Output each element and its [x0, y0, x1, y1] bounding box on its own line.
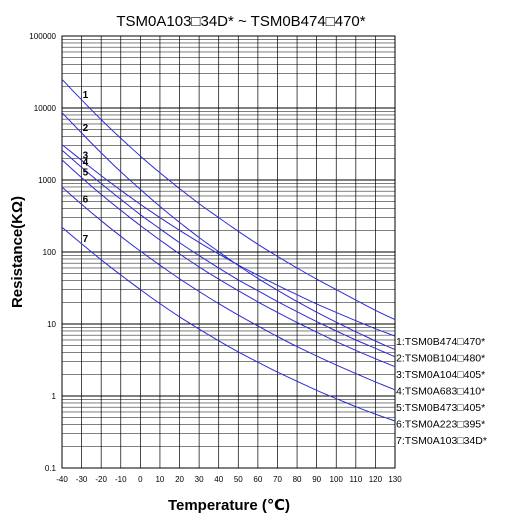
- legend-entry-3: 3:TSM0A104□405*: [396, 369, 485, 381]
- y-tick-label: 100: [43, 248, 57, 257]
- y-axis-label: Resistance(KΩ): [9, 196, 26, 308]
- x-tick-label: 110: [349, 475, 362, 484]
- y-tick-label: 0.1: [45, 464, 57, 473]
- x-tick-label: 60: [253, 475, 262, 484]
- x-tick-label: 10: [155, 475, 164, 484]
- x-tick-label: -10: [115, 475, 127, 484]
- series-5-line: [61, 159, 396, 368]
- series-1-tag: 1: [83, 90, 89, 101]
- series-7-tag: 7: [83, 234, 89, 245]
- x-tick-label: 20: [175, 475, 184, 484]
- y-tick-label: 10: [47, 320, 56, 329]
- series-tags: 1 2 345 6 7: [83, 90, 89, 245]
- legend-entry-4: 4:TSM0A683□410*: [396, 386, 485, 398]
- x-tick-label: 100: [330, 475, 344, 484]
- series-6-line: [61, 186, 396, 391]
- x-tick-label: 40: [214, 475, 223, 484]
- x-tick-label: 120: [369, 475, 383, 484]
- minor-gridlines: [62, 39, 395, 447]
- legend: 1:TSM0B474□470* 2:TSM0B104□480* 3:TSM0A104…: [396, 336, 487, 447]
- legend-entry-5: 5:TSM0B473□405*: [396, 402, 485, 414]
- series-7-line: [61, 226, 396, 422]
- x-tick-label: 30: [195, 475, 204, 484]
- series-4-tag: 4: [83, 157, 89, 168]
- x-tick-label: 70: [273, 475, 282, 484]
- legend-entry-1: 1:TSM0B474□470*: [396, 336, 485, 348]
- x-axis-label: Temperature (℃): [168, 497, 290, 514]
- plot-area-frame: [61, 35, 396, 469]
- x-tick-label: 130: [388, 475, 402, 484]
- chart-title: TSM0A103□34D* ~ TSM0B474□470*: [116, 13, 365, 30]
- y-tick-label: 100000: [29, 32, 56, 41]
- y-tick-label: 1000: [38, 176, 56, 185]
- series-1-line: [61, 78, 396, 321]
- y-tick-label: 1: [52, 392, 57, 401]
- legend-entry-6: 6:TSM0A223□395*: [396, 419, 485, 431]
- x-tick-label: 90: [312, 475, 321, 484]
- series-2-line: [61, 112, 396, 351]
- x-tick-label: 0: [138, 475, 143, 484]
- x-tick-label: -30: [76, 475, 88, 484]
- series-3-line: [61, 144, 396, 337]
- series-2-tag: 2: [83, 123, 89, 134]
- series-4-line: [61, 149, 396, 358]
- series-6-tag: 6: [83, 194, 89, 205]
- series-lines: [61, 78, 396, 422]
- x-tick-label: -20: [95, 475, 107, 484]
- y-tick-labels: 0.1 1 10 100 1000 10000 100000: [29, 32, 56, 473]
- x-tick-labels: -40 -30 -20 -10 0 10 20 30 40 50 60 70 80 90 100 110 120…: [56, 475, 402, 484]
- legend-entry-2: 2:TSM0B104□480*: [396, 353, 485, 365]
- series-3-tag: 3: [83, 150, 89, 161]
- legend-entry-7: 7:TSM0A103□34D*: [396, 435, 487, 447]
- x-tick-label: 50: [234, 475, 243, 484]
- series-5-tag: 5: [83, 168, 89, 179]
- x-tick-label: 80: [293, 475, 302, 484]
- y-tick-label: 10000: [34, 104, 57, 113]
- x-tick-label: -40: [56, 475, 68, 484]
